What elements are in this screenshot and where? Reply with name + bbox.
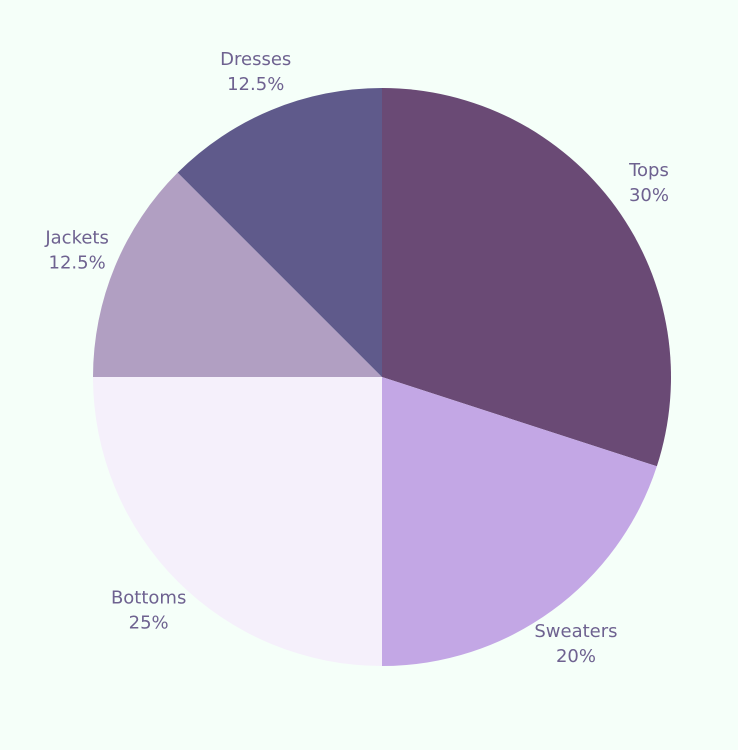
- slice-label: Bottoms: [111, 587, 186, 608]
- slice-label: Sweaters: [534, 621, 617, 642]
- slice-value-label: 30%: [629, 185, 669, 206]
- slice-value-label: 12.5%: [49, 253, 106, 274]
- pie-slice: [382, 377, 657, 666]
- slice-value-label: 12.5%: [227, 74, 284, 95]
- slice-label: Tops: [628, 160, 669, 181]
- pie-slice: [93, 377, 382, 666]
- pie-slice: [382, 88, 671, 467]
- pie-slice: [93, 172, 382, 377]
- slice-label: Dresses: [220, 49, 291, 70]
- pie-slice: [177, 88, 382, 377]
- slice-label: Jackets: [44, 228, 109, 249]
- slice-value-label: 25%: [129, 612, 169, 633]
- slice-value-label: 20%: [556, 646, 596, 667]
